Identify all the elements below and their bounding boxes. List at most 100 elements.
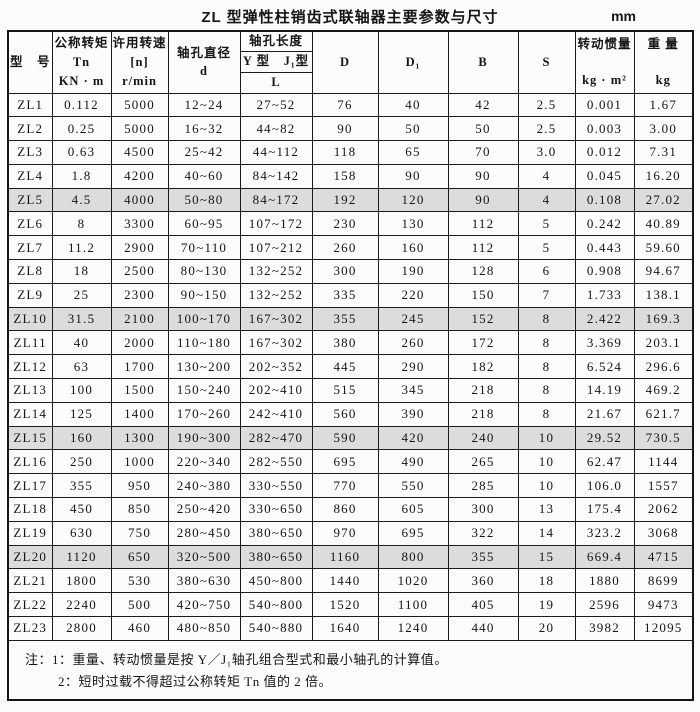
cell-tn: 4.5 (51, 187, 112, 213)
cell-weight: 203.1 (633, 330, 694, 356)
col-header-model: 型 号 (7, 30, 53, 94)
cell-l: 330~650 (239, 497, 313, 522)
cell-d: 380~630 (167, 568, 241, 594)
cell-model: ZL20 (7, 544, 53, 570)
coupling-parameters-table: 型 号 公称转矩 Tn KN · m 许用转速 [n] r/min 轴孔直径 d (7, 30, 694, 702)
cell-D1: 260 (377, 330, 449, 356)
cell-l: 167~302 (239, 306, 313, 332)
cell-B: 128 (447, 259, 519, 284)
cell-model: ZL4 (7, 163, 53, 189)
cell-weight: 8699 (633, 568, 694, 594)
cell-B: 265 (447, 449, 519, 475)
cell-D1: 695 (377, 520, 449, 546)
cell-model: ZL22 (7, 592, 53, 618)
cell-D: 590 (311, 425, 379, 451)
cell-D1: 800 (377, 544, 449, 570)
cell-B: 152 (447, 306, 519, 332)
cell-weight: 621.7 (633, 401, 694, 427)
cell-D1: 1100 (377, 592, 449, 618)
cell-S: 18 (517, 568, 576, 594)
cell-B: 112 (447, 211, 519, 237)
cell-weight: 7.31 (633, 140, 694, 165)
cell-n: 460 (110, 616, 169, 641)
col-header-B: B (447, 30, 519, 94)
table-row: ZL2 0.25 5000 16~32 44~82 90 50 50 2.5 0.003 3.00 (7, 116, 694, 142)
cell-model: ZL15 (7, 425, 53, 451)
cell-D: 300 (311, 259, 379, 284)
cell-weight: 40.89 (633, 211, 694, 237)
cell-weight: 1557 (633, 473, 694, 499)
cell-D1: 290 (377, 354, 449, 380)
cell-D1: 130 (377, 211, 449, 237)
cell-D1: 90 (377, 163, 449, 189)
cell-S: 20 (517, 616, 576, 641)
cell-B: 90 (447, 163, 519, 189)
cell-D: 355 (311, 306, 379, 332)
cell-d: 60~95 (167, 211, 241, 237)
table-row: ZL3 0.63 4500 25~42 44~112 118 65 70 3.0 0.012 7.3… (7, 140, 694, 165)
cell-inertia: 0.045 (574, 163, 635, 189)
cell-D: 90 (311, 116, 379, 142)
cell-l: 380~650 (239, 544, 313, 570)
cell-D: 860 (311, 497, 379, 522)
cell-S: 7 (517, 282, 576, 308)
cell-model: ZL2 (7, 116, 53, 142)
cell-inertia: 0.443 (574, 235, 635, 261)
table-row: ZL11 40 2000 110~180 167~302 380 260 172 8 3.369 2… (7, 330, 694, 356)
cell-d: 420~750 (167, 592, 241, 618)
col-header-inertia: 转动惯量 kg · m² (574, 30, 635, 94)
cell-model: ZL1 (7, 92, 53, 118)
cell-D1: 50 (377, 116, 449, 142)
cell-inertia: 0.242 (574, 211, 635, 237)
cell-B: 440 (447, 616, 519, 641)
cell-D1: 120 (377, 187, 449, 213)
cell-inertia: 62.47 (574, 449, 635, 475)
table-row: ZL13 100 1500 150~240 202~410 515 345 218 8 14.19… (7, 378, 694, 403)
cell-D1: 550 (377, 473, 449, 499)
cell-weight: 1144 (633, 449, 694, 475)
table-row: ZL12 63 1700 130~200 202~352 445 290 182 8 6.524 2… (7, 354, 694, 380)
cell-d: 16~32 (167, 116, 241, 142)
cell-d: 250~420 (167, 497, 241, 522)
cell-tn: 355 (51, 473, 112, 499)
cell-S: 13 (517, 497, 576, 522)
cell-model: ZL3 (7, 140, 53, 165)
table-row: ZL17 355 950 240~380 330~550 770 550 285 10 106.0… (7, 473, 694, 499)
table-row: ZL9 25 2300 90~150 132~252 335 220 150 7 1.733 138… (7, 282, 694, 308)
cell-n: 2300 (110, 282, 169, 308)
table-header: 型 号 公称转矩 Tn KN · m 许用转速 [n] r/min 轴孔直径 d (7, 30, 694, 94)
cell-B: 50 (447, 116, 519, 142)
cell-B: 182 (447, 354, 519, 380)
cell-weight: 94.67 (633, 259, 694, 284)
table-row: ZL23 2800 460 480~850 540~880 1640 1240 440 20 39… (7, 616, 694, 641)
cell-model: ZL17 (7, 473, 53, 499)
col-header-bore-length-L: L (239, 71, 313, 94)
cell-inertia: 0.108 (574, 187, 635, 213)
cell-l: 84~142 (239, 163, 313, 189)
cell-D: 1640 (311, 616, 379, 641)
cell-tn: 18 (51, 259, 112, 284)
col-header-weight: 重 量 kg (633, 30, 694, 94)
cell-D1: 420 (377, 425, 449, 451)
cell-B: 218 (447, 378, 519, 403)
cell-D: 1520 (311, 592, 379, 618)
cell-D1: 345 (377, 378, 449, 403)
cell-d: 25~42 (167, 140, 241, 165)
col-header-D1: D₁ (377, 30, 449, 94)
cell-model: ZL12 (7, 354, 53, 380)
cell-d: 280~450 (167, 520, 241, 546)
cell-n: 1400 (110, 401, 169, 427)
cell-n: 2900 (110, 235, 169, 261)
cell-d: 70~110 (167, 235, 241, 261)
cell-tn: 1120 (51, 544, 112, 570)
cell-d: 40~60 (167, 163, 241, 189)
cell-D: 192 (311, 187, 379, 213)
cell-weight: 12095 (633, 616, 694, 641)
unit-label: mm (611, 8, 636, 24)
cell-S: 8 (517, 401, 576, 427)
col-header-D: D (311, 30, 379, 94)
cell-S: 3.0 (517, 140, 576, 165)
col-header-torque: 公称转矩 Tn KN · m (51, 30, 112, 94)
cell-S: 19 (517, 592, 576, 618)
cell-B: 172 (447, 330, 519, 356)
